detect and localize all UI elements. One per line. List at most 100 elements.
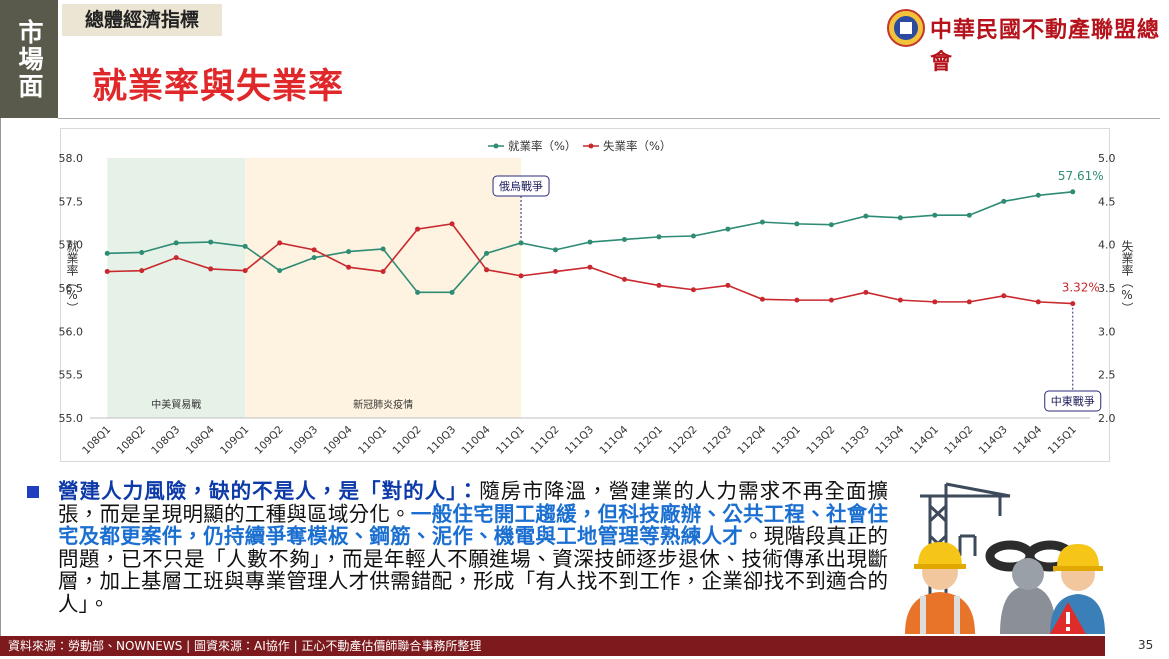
x-tick-label: 110Q2 (390, 424, 423, 457)
data-point (794, 221, 800, 227)
x-tick-label: 109Q3 (287, 424, 320, 457)
data-point (690, 287, 696, 293)
y2-tick-label: 3.5 (1098, 282, 1116, 295)
x-tick-label: 112Q3 (701, 424, 734, 457)
y-tick-label: 55.5 (59, 369, 84, 382)
data-point (139, 268, 145, 274)
data-point (1001, 293, 1007, 299)
data-point (932, 299, 938, 305)
x-tick-label: 115Q1 (1046, 424, 1079, 457)
emphasis-text: 一般住宅開工趨緩，但科技廠辦、公共工程、社會住宅及都更案件，仍持續爭奪模板、鋼筋… (58, 501, 888, 548)
y2-tick-label: 5.0 (1098, 152, 1116, 165)
data-point (277, 268, 283, 274)
annotation-text: 中東戰爭 (1051, 395, 1095, 408)
data-point (139, 249, 145, 255)
data-point (897, 215, 903, 221)
data-point (346, 264, 352, 270)
data-point (518, 273, 524, 279)
data-point (173, 255, 179, 261)
x-tick-label: 111Q3 (563, 424, 596, 457)
data-point (966, 212, 972, 218)
data-point (966, 299, 972, 305)
data-point (415, 226, 421, 232)
data-point (173, 240, 179, 246)
data-point (587, 239, 593, 245)
data-point (277, 240, 283, 246)
org-logo (887, 9, 925, 47)
x-tick-label: 108Q2 (115, 424, 148, 457)
y2-tick-label: 4.5 (1098, 195, 1116, 208)
y-tick-label: 56.5 (59, 282, 84, 295)
y-tick-label: 56.0 (59, 325, 84, 338)
page-number: 35 (1138, 638, 1154, 652)
x-tick-label: 110Q1 (356, 424, 389, 457)
y-axis-title: 就業率（%） (65, 240, 79, 314)
x-tick-label: 112Q4 (735, 423, 768, 456)
footer-source: 資料來源：勞動部、NOWNEWS | 圖資來源：AI協作 | 正心不動產估價師聯… (0, 636, 1105, 656)
data-point (1070, 189, 1076, 195)
data-point (828, 297, 834, 303)
left-rule (0, 118, 1, 636)
data-point (104, 269, 110, 275)
data-point (415, 289, 421, 295)
data-point (1001, 198, 1007, 204)
data-point (794, 297, 800, 303)
slide-title: 就業率與失業率 (92, 67, 345, 107)
y2-tick-label: 2.0 (1098, 412, 1116, 425)
illustration (905, 482, 1105, 634)
data-point (104, 250, 110, 256)
data-point (449, 289, 455, 295)
data-point (518, 240, 524, 246)
data-point (484, 267, 490, 273)
annotation-box (1044, 390, 1102, 412)
sidebar-tab: 市場面 (0, 0, 58, 118)
data-point (208, 266, 214, 272)
data-point (311, 247, 317, 253)
data-point (725, 282, 731, 288)
data-point (242, 243, 248, 249)
y-tick-label: 57.5 (59, 195, 84, 208)
data-point (690, 233, 696, 239)
x-tick-label: 113Q2 (804, 424, 837, 457)
period-band (107, 158, 246, 418)
data-point (759, 296, 765, 302)
section-label: 總體經濟指標 (62, 4, 222, 36)
body-text: 隨房市降溫，營建業的人力需求不再全面擴張，而是呈現明顯的工種與區域分化。 (58, 479, 889, 526)
y-tick-label: 58.0 (59, 152, 84, 165)
data-point (621, 236, 627, 242)
data-point (1035, 299, 1041, 305)
x-tick-label: 114Q4 (1011, 423, 1044, 456)
data-point (242, 268, 248, 274)
x-tick-label: 111Q2 (528, 424, 561, 457)
data-point (863, 289, 869, 295)
emphasis-text: 營建人力風險，缺的不是人，是「對的人」： (58, 479, 480, 503)
data-point (863, 213, 869, 219)
legend-marker (588, 143, 594, 149)
data-point (484, 250, 490, 256)
legend-marker (493, 143, 499, 149)
data-point (725, 226, 731, 232)
data-point (759, 219, 765, 225)
data-point (311, 255, 317, 261)
x-tick-label: 108Q1 (80, 424, 113, 457)
x-tick-label: 113Q4 (873, 423, 906, 456)
period-label: 新冠肺炎疫情 (353, 398, 413, 411)
data-point (346, 249, 352, 255)
x-tick-label: 113Q1 (770, 424, 803, 457)
data-point (656, 282, 662, 288)
x-tick-label: 109Q1 (218, 424, 251, 457)
x-tick-label: 108Q3 (149, 424, 182, 457)
y-tick-label: 57.0 (59, 239, 84, 252)
value-label: 57.61% (1058, 169, 1104, 183)
x-tick-label: 114Q3 (977, 424, 1010, 457)
data-point (656, 234, 662, 240)
body-text: 。現階段真正的問題，已不只是「人數不夠」，而是年輕人不願進場、資深技師逐步退休、… (58, 524, 889, 616)
legend-label: 就業率（%） (508, 139, 576, 153)
x-tick-label: 111Q1 (494, 424, 527, 457)
bullet (27, 486, 39, 498)
data-point (932, 212, 938, 218)
body-paragraph: 營建人力風險，缺的不是人，是「對的人」：隨房市降溫，營建業的人力需求不再全面擴張… (58, 480, 888, 615)
x-tick-label: 112Q2 (666, 424, 699, 457)
x-tick-label: 109Q2 (253, 424, 286, 457)
